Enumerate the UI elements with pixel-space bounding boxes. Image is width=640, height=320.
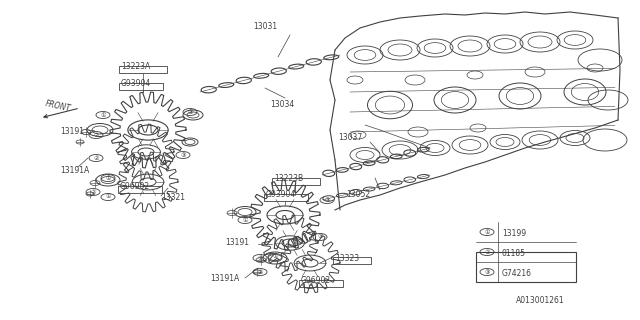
Ellipse shape (417, 174, 429, 179)
Text: ②: ② (484, 250, 490, 254)
Text: 13199: 13199 (502, 229, 526, 238)
Bar (119, 83, 163, 90)
Text: ③: ③ (324, 197, 330, 203)
Ellipse shape (323, 170, 335, 176)
Text: ③: ③ (317, 235, 323, 239)
Ellipse shape (404, 150, 416, 156)
Text: G74216: G74216 (502, 269, 532, 278)
Ellipse shape (253, 73, 269, 78)
Ellipse shape (417, 148, 429, 152)
Bar (333, 257, 371, 264)
Text: ①: ① (242, 218, 248, 222)
Ellipse shape (390, 154, 402, 159)
Text: ③: ③ (180, 153, 186, 157)
Ellipse shape (219, 83, 234, 87)
Text: ③: ③ (307, 283, 313, 287)
Text: 13191: 13191 (225, 238, 249, 247)
Bar (119, 66, 167, 73)
Text: ①: ① (292, 239, 298, 244)
Text: 13223A: 13223A (121, 62, 150, 71)
Text: 13034: 13034 (270, 100, 294, 109)
Text: ②: ② (257, 269, 263, 275)
Ellipse shape (324, 55, 339, 60)
Text: ①: ① (100, 113, 106, 117)
Text: ①: ① (484, 229, 490, 235)
Text: G96902: G96902 (301, 276, 331, 285)
Text: 13191A: 13191A (60, 166, 89, 175)
Ellipse shape (236, 77, 252, 84)
Ellipse shape (390, 181, 402, 185)
Text: ①: ① (105, 195, 111, 199)
Ellipse shape (271, 68, 286, 74)
Ellipse shape (350, 189, 362, 195)
Text: ②: ② (257, 255, 263, 260)
Ellipse shape (337, 168, 348, 172)
Ellipse shape (364, 187, 375, 191)
Bar (118, 186, 162, 193)
Text: 13321: 13321 (161, 193, 185, 202)
Ellipse shape (337, 193, 348, 197)
Text: G96902: G96902 (120, 182, 150, 191)
Text: 13037: 13037 (338, 133, 362, 142)
Text: 13223B: 13223B (274, 174, 303, 183)
Bar (264, 194, 308, 201)
Ellipse shape (377, 183, 388, 189)
Ellipse shape (323, 196, 335, 201)
Text: 13052: 13052 (346, 190, 370, 199)
Text: 01185: 01185 (502, 250, 526, 259)
Text: A013001261: A013001261 (516, 296, 565, 305)
Ellipse shape (377, 157, 388, 163)
Text: ②: ② (93, 156, 99, 161)
Ellipse shape (404, 177, 415, 182)
Text: 13031: 13031 (253, 22, 277, 31)
Text: G93904: G93904 (121, 79, 151, 88)
Text: FRONT: FRONT (44, 99, 71, 113)
Text: G93904: G93904 (266, 190, 296, 199)
Text: 13191: 13191 (60, 127, 84, 136)
Text: 13191A: 13191A (210, 274, 239, 283)
Ellipse shape (306, 59, 321, 65)
Text: ①: ① (105, 175, 111, 180)
Text: ②: ② (93, 132, 99, 138)
Text: ①: ① (272, 254, 278, 260)
Bar (299, 279, 343, 287)
Ellipse shape (350, 164, 362, 170)
Bar (476, 252, 576, 282)
Ellipse shape (289, 64, 304, 69)
Text: ②: ② (90, 189, 96, 195)
Bar (272, 178, 320, 185)
Text: ③: ③ (187, 109, 193, 115)
Text: 13323: 13323 (335, 254, 359, 263)
Ellipse shape (364, 161, 375, 165)
Text: ③: ③ (484, 269, 490, 275)
Ellipse shape (201, 86, 216, 93)
